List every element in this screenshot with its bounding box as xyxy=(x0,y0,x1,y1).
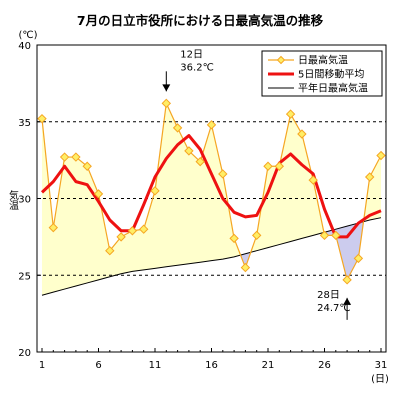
annotation-label: 28日 xyxy=(317,290,340,301)
x-tick-label: 6 xyxy=(95,360,101,371)
x-tick-label: 16 xyxy=(205,360,218,371)
data-point-daily-max xyxy=(71,152,81,162)
annotation-value: 36.2℃ xyxy=(180,62,214,73)
x-tick-label: 21 xyxy=(262,360,275,371)
data-point-daily-max xyxy=(285,109,296,119)
data-point-daily-max xyxy=(116,232,126,242)
data-point-daily-max xyxy=(308,175,318,185)
data-point-daily-max xyxy=(319,230,330,241)
data-point-daily-max xyxy=(82,161,92,171)
data-point-daily-max xyxy=(37,113,47,124)
y-axis-label: 気温 xyxy=(7,189,19,210)
data-point-daily-max xyxy=(172,123,183,133)
data-point-daily-max xyxy=(93,189,104,199)
chart-title: 7月の日立市役所における日最高気温の推移 xyxy=(76,13,324,28)
x-unit-label: (日) xyxy=(371,374,389,385)
data-point-daily-max xyxy=(206,120,217,130)
data-point-daily-max xyxy=(195,156,205,167)
data-point-daily-max xyxy=(297,129,307,139)
data-point-daily-max xyxy=(127,226,138,236)
y-tick-label: 35 xyxy=(18,118,31,129)
x-tick-label: 11 xyxy=(149,360,162,371)
data-point-daily-max xyxy=(331,230,341,241)
data-point-daily-max xyxy=(376,150,386,161)
legend-label: 5日間移動平均 xyxy=(298,68,364,81)
annotation-arrowhead xyxy=(343,297,352,305)
x-tick-label: 26 xyxy=(318,360,331,371)
annotation-value: 24.7℃ xyxy=(317,303,351,314)
y-tick-label: 20 xyxy=(18,348,31,359)
y-tick-label: 40 xyxy=(18,41,31,52)
data-point-daily-max xyxy=(251,230,262,241)
legend-label: 日最高気温 xyxy=(298,54,348,67)
series-line-moving-average xyxy=(40,134,382,239)
data-point-daily-max xyxy=(240,262,251,273)
annotation-label: 12日 xyxy=(180,49,203,60)
y-tick-label: 30 xyxy=(18,195,31,206)
data-point-daily-max xyxy=(59,152,70,162)
data-point-daily-max xyxy=(274,161,285,171)
legend-label: 平年日最高気温 xyxy=(298,82,368,95)
data-point-daily-max xyxy=(150,186,160,196)
annotation-arrowhead xyxy=(162,84,171,92)
data-point-daily-max xyxy=(263,161,273,171)
data-point-daily-max xyxy=(342,275,352,285)
data-point-daily-max xyxy=(229,233,239,244)
data-point-daily-max xyxy=(184,146,194,156)
data-point-daily-max xyxy=(161,98,172,109)
data-point-daily-max xyxy=(218,169,228,179)
y-unit-label: (℃) xyxy=(18,30,37,41)
data-point-daily-max xyxy=(138,224,149,234)
data-point-daily-max xyxy=(364,172,375,182)
data-point-daily-max xyxy=(48,222,59,233)
data-point-daily-max xyxy=(353,253,364,264)
x-tick-label: 1 xyxy=(39,360,45,371)
legend-marker xyxy=(276,55,286,65)
area-above-normal xyxy=(42,103,381,296)
data-point-daily-max xyxy=(105,245,115,256)
x-tick-label: 31 xyxy=(375,360,388,371)
y-tick-label: 25 xyxy=(18,271,31,282)
